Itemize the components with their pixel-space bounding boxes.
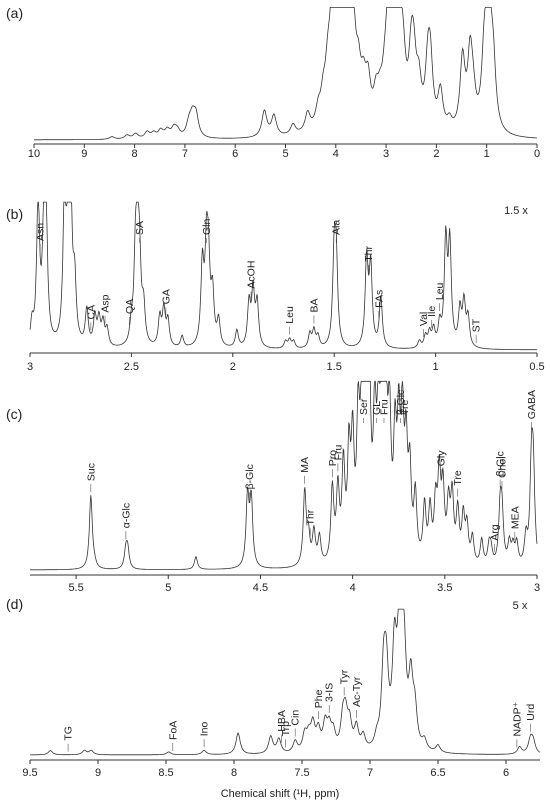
x-tick-label: 0.5 [529,361,544,373]
panel-label: (d) [6,596,23,612]
peak-annotation: Phe [313,689,325,708]
spectrum-line [29,201,537,351]
scale-factor: 1.5 x [504,205,528,217]
peak-annotation: ST [471,318,483,332]
peak-annotation: CA [85,305,97,320]
peak-annotation: Leu [434,282,446,300]
x-tick-label: 5.5 [68,582,83,594]
panel-label: (a) [6,5,23,21]
peak-annotation: Ino [199,722,211,737]
x-tick-label: 2 [433,148,439,160]
x-tick-label: 6 [232,148,238,160]
x-tick-label: 3 [27,361,33,373]
peak-annotation: Thr [363,246,375,262]
peak-annotation: GL [371,401,383,415]
x-tick-label: 3 [383,148,389,160]
peak-annotation: BA [308,299,320,313]
x-tick-label: 9 [81,148,87,160]
spectrum-line [30,608,541,756]
spectrum-line [34,7,537,141]
panel-d: (d) 5 x Chemical shift (¹H, ppm) 9.5 9 8.5… [6,596,541,800]
x-tick-label: 5 [282,148,288,160]
peak-annotation: Fru [332,444,344,460]
peak-annotation: Tyr [339,669,351,684]
peak-annotation: β-Glc [395,390,407,415]
peak-annotation: FAs [373,290,385,308]
x-tick-label: 7.5 [294,767,309,779]
peak-annotation: Ac-Tyr [351,676,363,707]
x-tick-label: 7 [367,767,373,779]
x-tick-label: 8.5 [158,767,173,779]
x-tick-label: 1 [433,361,439,373]
peak-annotation: Gln [201,219,213,236]
peak-annotation: Chol [496,456,508,478]
peak-annotation: Ile [426,306,438,317]
scale-factor: 5 x [513,600,528,612]
x-tick-label: 4 [333,148,339,160]
x-tick-label: 1 [484,148,490,160]
x-tick-label: 6 [503,767,509,779]
peak-annotation: GABA [526,390,538,419]
peak-annotation: GA [160,289,172,304]
peak-annotation: Tre [399,399,411,415]
x-tick-label: 0 [534,148,540,160]
peak-annotation: Gly [436,450,448,467]
peak-annotation: β-Glc [495,451,507,476]
peak-annotation: MA [299,457,311,473]
peak-annotation: Urd [525,704,537,721]
x-tick-label: 2 [230,361,236,373]
x-tick-label: 5 [165,582,171,594]
peak-annotation: Suc [85,463,97,481]
x-tick-label: 6.5 [430,767,445,779]
peak-annotation: Pro [327,450,339,467]
peak-annotation: Thr [305,509,317,525]
x-tick-label: 8 [132,148,138,160]
peak-annotation: QA [124,299,136,314]
panel-b: (b) 1.5 x 3 2.5 2 1.5 1 0.5 Asn CA Asp QA SA GA Gln A… [6,201,545,373]
peak-annotation: Val [418,312,430,326]
peak-annotation: Cin [290,710,302,726]
x-tick-label: 4.5 [253,582,268,594]
x-tick-label: 9.5 [22,767,37,779]
panel-label: (b) [6,206,23,222]
peak-annotation: Trp [280,721,292,737]
peak-annotation: Fru [378,399,390,415]
peak-annotation: MEA [509,506,521,529]
spectrum-line [30,380,538,571]
x-tick-label: 2.5 [124,361,139,373]
x-tick-label: 9 [95,767,101,779]
peak-annotation: β-Glc [244,464,256,489]
peak-annotation: α-Glc [120,503,132,528]
x-tick-label: 3 [534,582,540,594]
x-tick-label: 8 [231,767,237,779]
peak-annotation: AcOH [246,261,258,289]
peak-annotation: Leu [284,306,296,324]
x-tick-label: 10 [28,148,40,160]
peak-annotation: Ser [358,398,370,415]
x-tick-label: 4 [350,582,356,594]
x-tick-label: 7 [182,148,188,160]
peak-annotation: 3-IS [324,683,336,702]
peak-annotation: Tre [452,470,464,486]
peak-annotation: SA [134,221,146,235]
panel-a: (a) 10 9 8 7 6 5 4 3 2 1 0 [6,5,540,160]
peak-annotation: Arg [489,524,501,541]
peak-annotation: Asp [100,294,112,312]
x-tick-label: 1.5 [327,361,342,373]
peak-annotation: NADP⁺ [511,701,523,736]
peak-annotation: HBA [276,710,288,732]
x-axis-label: Chemical shift (¹H, ppm) [221,788,340,800]
peak-annotation: TG [63,726,75,741]
peak-annotation: FoA [167,721,179,740]
x-tick-label: 3.5 [437,582,452,594]
panel-label: (c) [6,406,22,422]
peak-annotation: Ala [331,220,343,235]
peak-annotation: Asn [35,223,47,241]
